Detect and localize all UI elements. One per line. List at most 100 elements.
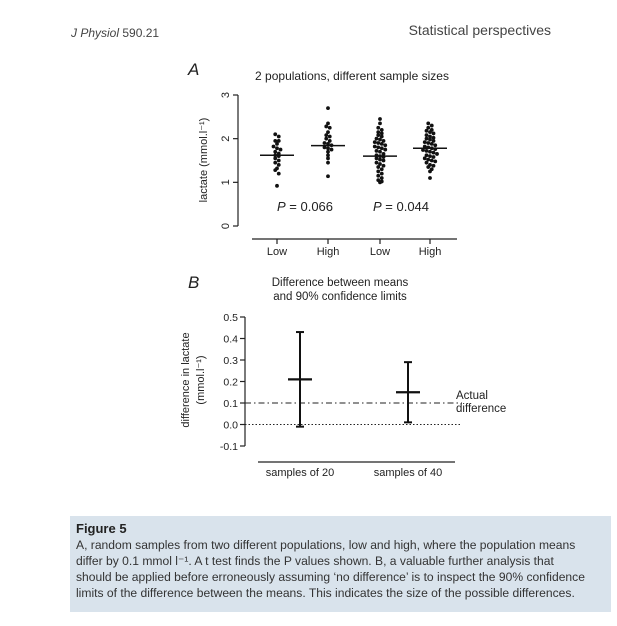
data-point bbox=[374, 156, 379, 161]
figure-5: A 2 populations, different sample sizes … bbox=[180, 60, 506, 479]
data-point bbox=[424, 128, 429, 133]
data-point bbox=[327, 138, 332, 143]
data-point bbox=[426, 157, 431, 162]
data-point bbox=[422, 156, 427, 161]
data-point bbox=[433, 143, 438, 148]
data-point bbox=[381, 152, 386, 156]
x-tick-label-b: samples of 40 bbox=[374, 467, 442, 479]
data-point bbox=[431, 131, 436, 136]
data-point bbox=[381, 158, 386, 163]
data-point bbox=[379, 167, 384, 172]
data-point bbox=[374, 136, 379, 141]
data-point bbox=[326, 174, 330, 179]
data-point bbox=[273, 132, 278, 137]
data-point bbox=[376, 130, 381, 135]
data-point bbox=[383, 143, 388, 148]
chart-a: 0 1 2 3 Low High Low High bbox=[220, 92, 457, 258]
data-point bbox=[273, 149, 278, 154]
data-point bbox=[326, 149, 330, 154]
data-point bbox=[322, 141, 327, 145]
data-point bbox=[428, 154, 432, 159]
y-tick-label-a: 1 bbox=[220, 179, 232, 185]
data-point bbox=[431, 155, 436, 159]
data-point bbox=[379, 146, 384, 151]
data-point bbox=[428, 149, 432, 154]
data-point bbox=[422, 140, 427, 145]
journal-volume: 590.21 bbox=[122, 26, 160, 40]
x-tick-label-a: High bbox=[317, 246, 340, 258]
data-point bbox=[379, 131, 384, 136]
x-tick-label-a: Low bbox=[370, 246, 390, 258]
y-tick-label-a: 3 bbox=[220, 92, 232, 98]
caption-title: Figure 5 bbox=[76, 521, 127, 536]
y-tick-label-b: 0.5 bbox=[223, 312, 238, 324]
data-point bbox=[426, 121, 431, 126]
data-point bbox=[378, 117, 382, 121]
data-point bbox=[278, 147, 283, 152]
data-point bbox=[275, 146, 279, 151]
data-point bbox=[376, 145, 381, 150]
data-point bbox=[324, 124, 329, 129]
figure-caption: Figure 5 A, random samples from two diff… bbox=[70, 516, 611, 612]
data-point bbox=[276, 151, 281, 156]
data-point bbox=[324, 136, 329, 141]
data-point bbox=[326, 106, 330, 110]
caption-line-4: limits of the difference between the mea… bbox=[76, 586, 575, 600]
data-point bbox=[381, 138, 386, 143]
data-point bbox=[378, 180, 382, 185]
data-point bbox=[372, 144, 377, 149]
data-point bbox=[428, 130, 432, 135]
data-point bbox=[326, 142, 330, 146]
data-point bbox=[428, 176, 432, 180]
data-point bbox=[421, 148, 425, 152]
journal-ref: J Physiol 590.21 bbox=[71, 26, 159, 40]
caption-line-1: A, random samples from two different pop… bbox=[76, 538, 576, 552]
x-tick-label-b: samples of 20 bbox=[266, 467, 334, 479]
data-point bbox=[276, 134, 281, 139]
panel-a-ylabel: lactate (mmol.l⁻¹) bbox=[198, 118, 210, 203]
data-point bbox=[378, 137, 382, 142]
data-point bbox=[326, 130, 330, 135]
data-point bbox=[273, 160, 278, 165]
data-point bbox=[372, 140, 377, 145]
journal-name: J Physiol bbox=[71, 26, 120, 40]
data-point bbox=[426, 165, 431, 169]
data-point bbox=[376, 173, 381, 178]
data-point bbox=[275, 142, 279, 146]
y-tick-label-a: 0 bbox=[220, 223, 232, 229]
data-point bbox=[431, 163, 436, 168]
panel-b-title-line2: and 90% confidence limits bbox=[273, 291, 407, 303]
x-tick-label-a: Low bbox=[267, 246, 287, 258]
data-point bbox=[379, 134, 384, 139]
data-point bbox=[435, 152, 439, 156]
x-tick-label-a: High bbox=[419, 246, 442, 258]
data-point bbox=[383, 147, 388, 152]
actual-label-line2: difference bbox=[456, 403, 506, 415]
y-tick-label-b: 0.0 bbox=[223, 420, 238, 432]
data-point bbox=[424, 136, 429, 141]
data-point bbox=[428, 169, 432, 174]
data-point bbox=[326, 121, 330, 126]
data-point bbox=[326, 153, 330, 158]
data-point bbox=[424, 133, 429, 138]
data-point bbox=[273, 156, 278, 161]
caption-line-2: differ by 0.1 mmol l⁻¹. A t test finds t… bbox=[76, 554, 554, 568]
data-point bbox=[379, 128, 384, 132]
data-point bbox=[273, 138, 278, 143]
data-point bbox=[426, 141, 431, 145]
data-point bbox=[424, 153, 429, 158]
data-point bbox=[276, 171, 281, 176]
data-point bbox=[379, 176, 384, 180]
data-point bbox=[376, 141, 381, 145]
data-point bbox=[322, 145, 327, 150]
data-point bbox=[378, 157, 382, 162]
data-point bbox=[374, 160, 379, 165]
data-point bbox=[327, 125, 332, 130]
y-tick-label-a: 2 bbox=[220, 136, 232, 142]
caption-line-3: should be applied before erroneously ass… bbox=[76, 570, 585, 584]
data-point bbox=[433, 159, 438, 164]
data-point bbox=[276, 138, 281, 143]
y-tick-label-b: 0.2 bbox=[223, 377, 238, 389]
y-tick-label-b: -0.1 bbox=[220, 441, 238, 453]
panel-b-ylabel-line2: (mmol.l⁻¹) bbox=[195, 355, 207, 404]
